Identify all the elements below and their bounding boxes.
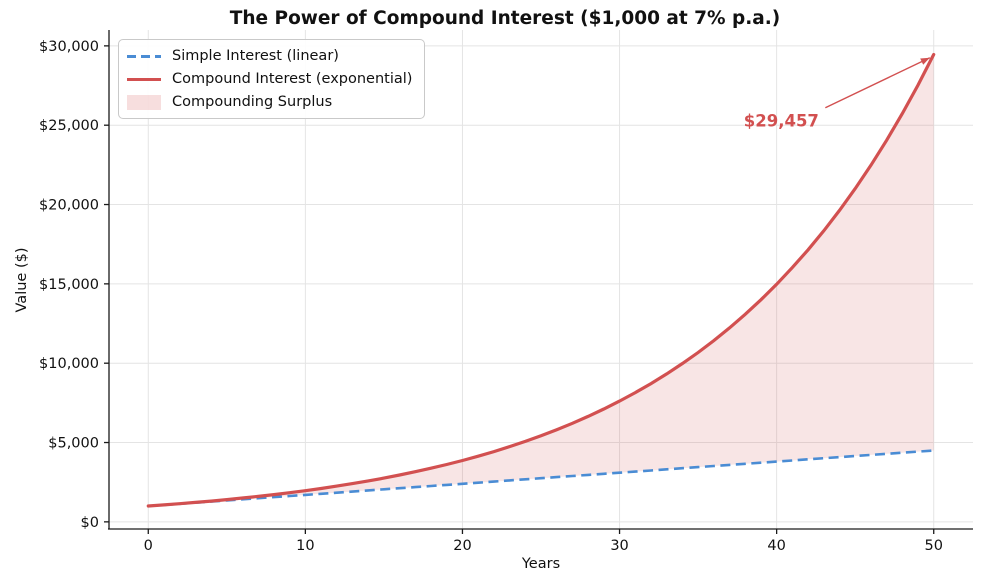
y-tick-label: $5,000: [48, 436, 99, 452]
dashed-line-swatch-icon: [127, 54, 161, 58]
compound-interest-line: [146, 52, 936, 508]
legend-label: Compound Interest (exponential): [172, 71, 413, 87]
y-axis-label: Value ($): [14, 247, 30, 313]
x-tick-label: 50: [925, 538, 943, 554]
legend-item-compounding-surplus: Compounding Surplus: [127, 94, 412, 110]
legend-item-compound-interest: Compound Interest (exponential): [127, 71, 412, 87]
legend-label: Compounding Surplus: [172, 94, 333, 110]
y-tick-label: $20,000: [39, 198, 99, 214]
x-tick-label: 0: [144, 538, 153, 554]
x-tick-label: 30: [610, 538, 628, 554]
y-tick-label: $0: [81, 515, 99, 531]
x-tick-label: 10: [296, 538, 314, 554]
chart-title: The Power of Compound Interest ($1,000 a…: [229, 8, 781, 29]
patch-swatch-icon: [127, 94, 161, 110]
y-tick-label: $10,000: [39, 356, 99, 372]
annotation-arrow: [825, 57, 931, 109]
x-tick-label: 40: [767, 538, 785, 554]
compounding-surplus-area: [148, 54, 934, 506]
y-tick-label: $15,000: [39, 277, 99, 293]
legend-label: Simple Interest (linear): [172, 48, 339, 64]
simple-interest-line: [148, 449, 934, 508]
annotation-arrowhead: [920, 57, 930, 65]
y-tick-label: $30,000: [39, 39, 99, 55]
solid-line-swatch-icon: [127, 77, 161, 81]
legend: Simple Interest (linear) Compound Intere…: [118, 39, 426, 119]
y-tick-label: $25,000: [39, 118, 99, 134]
legend-item-simple-interest: Simple Interest (linear): [127, 48, 412, 64]
x-tick-label: 20: [453, 538, 471, 554]
x-axis-label: Years: [521, 556, 561, 572]
end-value-annotation: $29,457: [743, 111, 819, 131]
